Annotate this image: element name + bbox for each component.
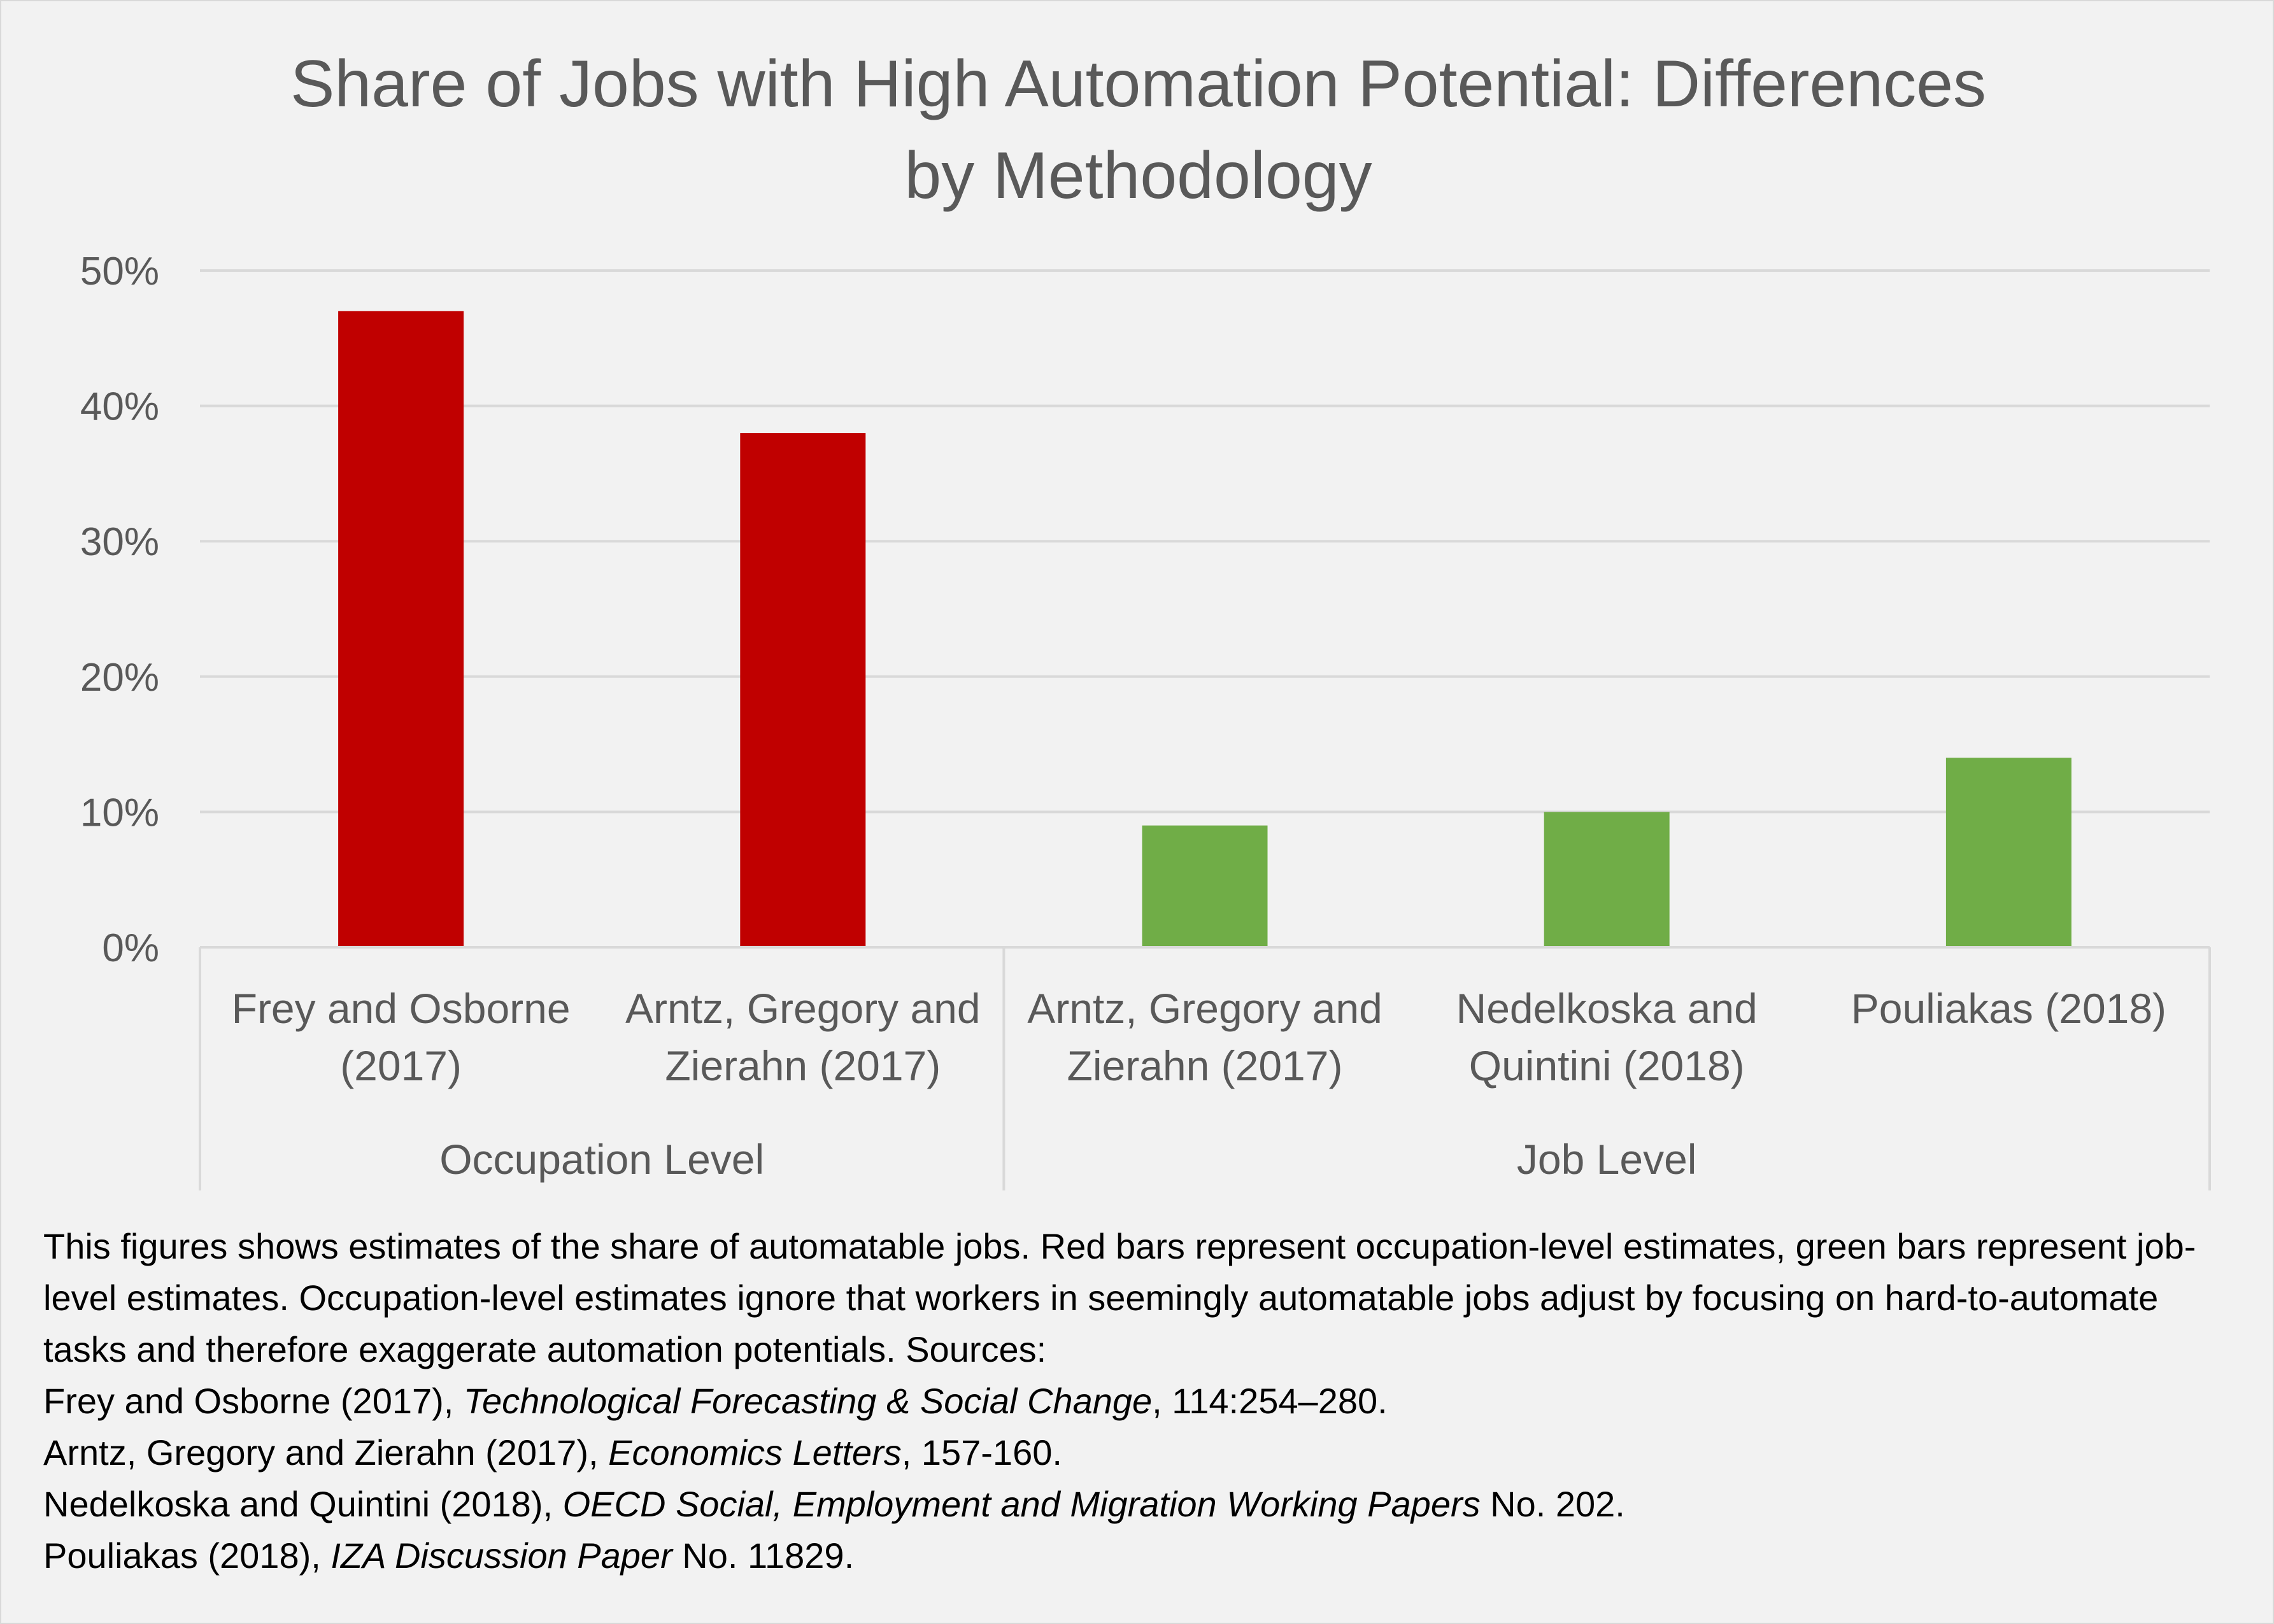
y-tick-label: 50% — [80, 250, 159, 293]
source-line: Nedelkoska and Quintini (2018), OECD Soc… — [43, 1478, 2234, 1530]
source-author: Pouliakas (2018), — [43, 1536, 331, 1576]
source-detail: No. 11829. — [672, 1536, 855, 1576]
chart-title: Share of Jobs with High Automation Poten… — [290, 47, 1987, 213]
group-label: Job Level — [1517, 1136, 1697, 1183]
y-tick-label: 0% — [102, 926, 159, 970]
x-category-label: Frey and Osborne (2017) — [232, 985, 571, 1089]
x-category-label: Arntz, Gregory and Zierahn (2017) — [625, 985, 981, 1089]
source-journal: OECD Social, Employment and Migration Wo… — [562, 1484, 1481, 1524]
source-line: Arntz, Gregory and Zierahn (2017), Econo… — [43, 1427, 2234, 1478]
bar — [1142, 825, 1268, 947]
bar — [740, 433, 866, 947]
bar — [338, 311, 464, 947]
caption-paragraph: This figures shows estimates of the shar… — [43, 1226, 2196, 1369]
group-label: Occupation Level — [439, 1136, 764, 1183]
y-tick-label: 40% — [80, 385, 159, 429]
x-category-label: Arntz, Gregory and Zierahn (2017) — [1027, 985, 1382, 1089]
source-detail: No. 202. — [1480, 1484, 1625, 1524]
source-line: Pouliakas (2018), IZA Discussion Paper N… — [43, 1530, 2234, 1581]
x-category-label: Nedelkoska and Quintini (2018) — [1456, 985, 1758, 1089]
source-journal: Economics Letters — [608, 1432, 902, 1472]
x-category-label: Pouliakas (2018) — [1851, 985, 2166, 1032]
source-author: Frey and Osborne (2017), — [43, 1381, 464, 1421]
source-author: Nedelkoska and Quintini (2018), — [43, 1484, 563, 1524]
y-tick-label: 20% — [80, 656, 159, 700]
source-journal: Technological Forecasting & Social Chang… — [463, 1381, 1153, 1421]
source-line: Frey and Osborne (2017), Technological F… — [43, 1375, 2234, 1427]
source-detail: , 157-160. — [901, 1432, 1062, 1472]
source-journal: IZA Discussion Paper — [330, 1536, 672, 1576]
bar — [1945, 758, 2071, 947]
y-tick-label: 30% — [80, 520, 159, 564]
y-tick-label: 10% — [80, 791, 159, 835]
bar — [1544, 812, 1670, 947]
figure-caption: This figures shows estimates of the shar… — [43, 1220, 2234, 1581]
source-author: Arntz, Gregory and Zierahn (2017), — [43, 1432, 609, 1472]
source-detail: , 114:254–280. — [1152, 1381, 1388, 1421]
bar-chart: 0% 10% 20% 30% 40% 50% Frey and Osborne (2017) A… — [80, 250, 2211, 1190]
